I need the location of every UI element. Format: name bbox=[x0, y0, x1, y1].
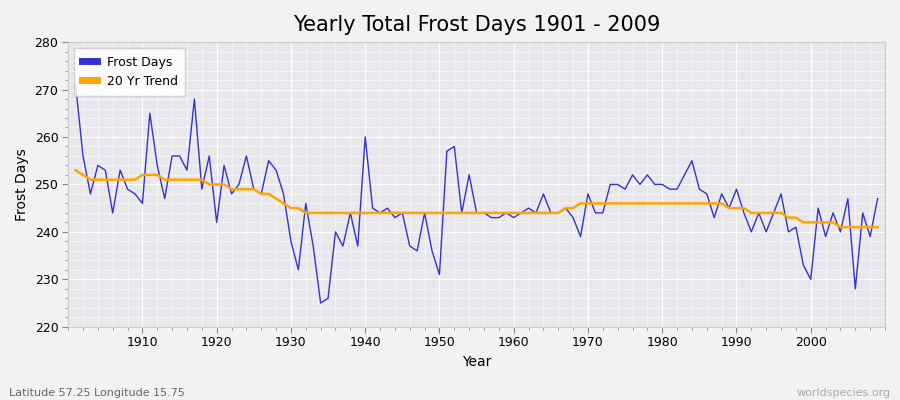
20 Yr Trend bbox=[338, 210, 348, 215]
Text: worldspecies.org: worldspecies.org bbox=[796, 388, 891, 398]
Y-axis label: Frost Days: Frost Days bbox=[15, 148, 29, 221]
Title: Yearly Total Frost Days 1901 - 2009: Yearly Total Frost Days 1901 - 2009 bbox=[292, 15, 661, 35]
Line: Frost Days: Frost Days bbox=[76, 85, 878, 303]
Frost Days bbox=[508, 215, 519, 220]
X-axis label: Year: Year bbox=[462, 355, 491, 369]
Text: Latitude 57.25 Longitude 15.75: Latitude 57.25 Longitude 15.75 bbox=[9, 388, 184, 398]
20 Yr Trend bbox=[70, 168, 81, 172]
Frost Days bbox=[872, 196, 883, 201]
Frost Days bbox=[293, 267, 304, 272]
20 Yr Trend bbox=[598, 201, 608, 206]
Legend: Frost Days, 20 Yr Trend: Frost Days, 20 Yr Trend bbox=[75, 48, 185, 96]
Frost Days bbox=[516, 210, 526, 215]
Line: 20 Yr Trend: 20 Yr Trend bbox=[76, 170, 878, 227]
20 Yr Trend bbox=[835, 225, 846, 230]
Frost Days bbox=[605, 182, 616, 187]
20 Yr Trend bbox=[872, 225, 883, 230]
Frost Days bbox=[345, 210, 356, 215]
Frost Days bbox=[70, 82, 81, 87]
Frost Days bbox=[130, 192, 140, 196]
20 Yr Trend bbox=[293, 206, 304, 210]
20 Yr Trend bbox=[130, 177, 140, 182]
20 Yr Trend bbox=[508, 210, 519, 215]
Frost Days bbox=[315, 301, 326, 306]
20 Yr Trend bbox=[501, 210, 512, 215]
